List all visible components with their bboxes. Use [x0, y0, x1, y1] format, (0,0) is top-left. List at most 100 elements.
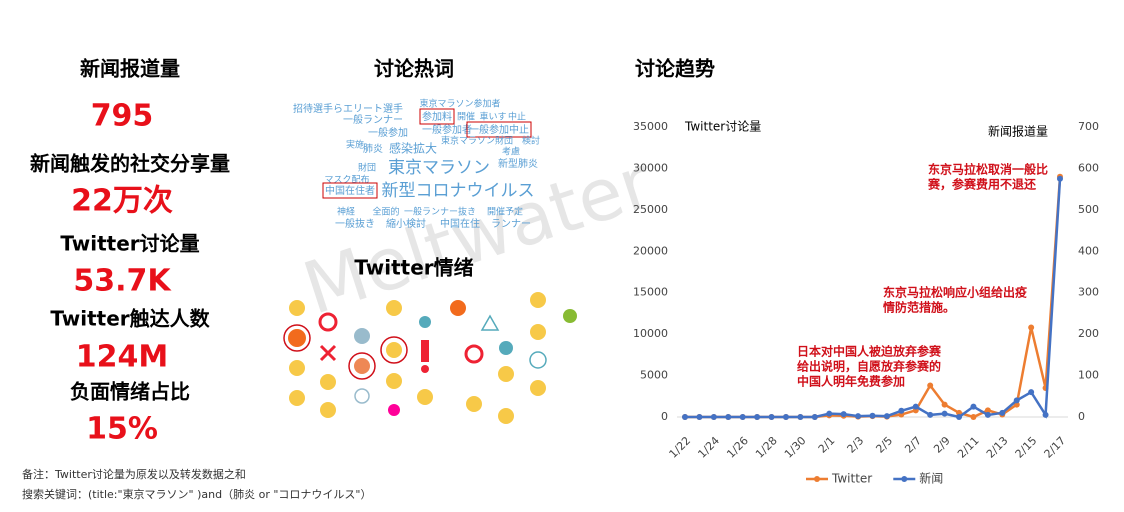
y2-tick-label: 400: [1078, 244, 1099, 257]
point: [941, 401, 948, 408]
annotation: 东京马拉松取消一般比: [928, 162, 1048, 177]
point: [984, 407, 991, 414]
y-tick-label: 25000: [633, 203, 668, 216]
word: 招待選手らエリート選手: [293, 102, 403, 115]
y2-tick-label: 0: [1078, 410, 1085, 423]
stat-value: 15%: [86, 412, 158, 447]
y-tick-label: 15000: [633, 286, 668, 299]
point: [754, 414, 761, 420]
word: 縮小検討: [386, 217, 426, 230]
y-tick-label: 0: [661, 410, 668, 423]
point: [956, 414, 963, 420]
point: [1057, 175, 1063, 182]
word: 肺炎: [363, 143, 383, 155]
y-axis-title: Twitter讨论量: [684, 120, 761, 134]
point: [840, 411, 847, 418]
stat-label: Twitter讨论量: [60, 232, 199, 256]
y2-axis-title: 新闻报道量: [988, 124, 1048, 139]
y2-tick-label: 700: [1078, 120, 1099, 133]
annotation: 日本对中国人被迫放弃参赛: [797, 344, 942, 359]
point: [826, 410, 833, 417]
emoji-panel: [283, 292, 577, 424]
word: 東京マラソン: [388, 158, 490, 178]
point: [768, 414, 775, 420]
point: [999, 409, 1006, 416]
y-tick-label: 20000: [633, 244, 668, 257]
x-tick-label: 2/5: [873, 434, 895, 456]
annotation: 中国人明年免费参加: [797, 374, 905, 389]
stat-label: 新闻触发的社交分享量: [30, 152, 230, 176]
point: [739, 414, 746, 420]
word: 一般ランナー: [343, 113, 403, 126]
x-tick-label: 2/3: [845, 434, 867, 456]
point: [956, 409, 963, 416]
point: [927, 382, 934, 389]
x-tick-label: 1/24: [695, 434, 722, 461]
word: ランナー: [491, 218, 531, 230]
stat-label: 新闻报道量: [80, 57, 180, 81]
y2-tick-label: 300: [1078, 286, 1099, 299]
stat-value: 22万次: [71, 184, 173, 219]
x-tick-label: 1/30: [782, 434, 809, 461]
stat-label: Twitter触达人数: [50, 307, 210, 331]
word: 中国在住: [440, 217, 480, 230]
x-tick-label: 1/26: [724, 434, 751, 461]
point: [1028, 389, 1035, 396]
y2-tick-label: 500: [1078, 203, 1099, 216]
x-tick-label: 2/9: [931, 434, 953, 456]
note: 搜索关键词：(title:"東京マラソン" )and（肺炎 or "コロナウイル…: [22, 487, 371, 501]
point: [797, 414, 804, 420]
point: [1013, 397, 1020, 404]
word: 開催予定: [487, 206, 523, 218]
y-tick-label: 30000: [633, 161, 668, 174]
word: 中国在住者: [325, 184, 375, 197]
y2-tick-label: 200: [1078, 327, 1099, 340]
word: 神経: [337, 206, 355, 218]
stat-label: 负面情绪占比: [70, 380, 190, 404]
legend-marker: [814, 476, 820, 482]
annotation: 情防范措施。: [883, 300, 955, 315]
point: [855, 413, 862, 420]
point: [984, 411, 991, 418]
y2-tick-label: 100: [1078, 369, 1099, 382]
legend-label: 新闻: [919, 471, 943, 486]
x-tick-label: 2/11: [955, 434, 982, 461]
legend-marker: [901, 476, 908, 482]
word-highlight: [466, 121, 532, 138]
word: 一般参加者: [422, 123, 472, 136]
word: 車いす: [479, 111, 506, 123]
point: [811, 414, 818, 420]
y-tick-label: 35000: [633, 120, 668, 133]
point: [782, 414, 789, 420]
word: マスク配布: [324, 174, 369, 186]
word: 感染拡大: [389, 141, 437, 156]
word: 新型肺炎: [498, 157, 538, 170]
word: 参加料: [422, 110, 452, 123]
word: 一般参加: [368, 126, 408, 139]
stat-value: 124M: [76, 340, 168, 375]
word: 一般ランナー抜き: [404, 206, 476, 218]
point: [941, 410, 948, 417]
y-tick-label: 5000: [640, 369, 668, 382]
word: 考慮: [502, 146, 520, 158]
annotation: 赛，参赛费用不退还: [927, 177, 1037, 192]
word-highlight: [322, 182, 378, 199]
word: 開催: [457, 111, 475, 123]
section-title: 讨论热词: [374, 57, 454, 81]
word: 中止: [508, 111, 526, 123]
word: 東京マラソン財団: [441, 135, 513, 147]
point: [696, 414, 703, 420]
x-tick-label: 1/22: [667, 434, 694, 461]
point: [710, 414, 717, 420]
point: [869, 412, 876, 419]
word: 一般参加中止: [469, 123, 529, 136]
x-tick-label: 2/13: [984, 434, 1011, 461]
word: 新型コロナウイルス: [382, 181, 535, 201]
point: [927, 411, 934, 418]
note: 备注：Twitter讨论量为原发以及转发数据之和: [22, 467, 246, 481]
stat-value: 53.7K: [73, 264, 172, 299]
y2-tick-label: 600: [1078, 161, 1099, 174]
word: 検討: [522, 135, 540, 147]
point: [1028, 324, 1035, 331]
section-title: Twitter情绪: [354, 256, 473, 280]
